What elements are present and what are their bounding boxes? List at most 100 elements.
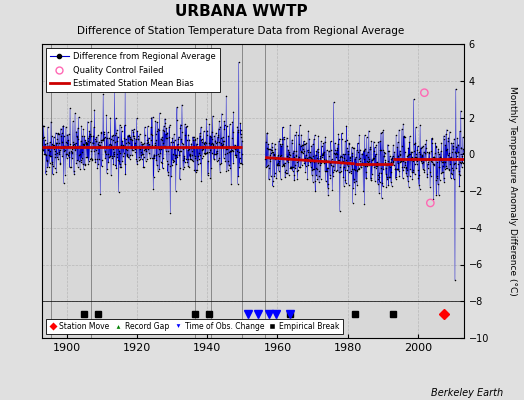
Point (390, 156, 399, 162)
Point (411, 160, 419, 167)
Point (164, 172, 172, 178)
Point (397, 158, 406, 165)
Point (214, 125, 223, 132)
Point (444, 166, 453, 173)
Point (115, 158, 123, 164)
Point (417, 158, 425, 164)
Point (333, 167, 342, 173)
Point (423, 156, 431, 162)
Point (160, 142, 168, 149)
Point (272, 154, 281, 160)
Point (121, 161, 129, 168)
Point (124, 132, 133, 138)
Point (188, 152, 196, 158)
Point (279, 136, 288, 142)
Point (261, 138, 270, 145)
Point (222, 167, 231, 174)
Point (398, 175, 407, 182)
Point (146, 143, 154, 149)
Point (425, 150, 434, 156)
Point (46, 160, 54, 166)
Point (409, 96, 418, 102)
Point (299, 141, 308, 147)
Point (99, 137, 107, 143)
Point (208, 140, 216, 146)
Point (270, 172, 278, 179)
Point (298, 149, 306, 155)
Point (123, 152, 132, 158)
Point (324, 180, 333, 187)
Point (263, 130, 271, 136)
Point (428, 135, 436, 142)
Point (94, 142, 103, 148)
Point (43, 164, 52, 170)
Point (330, 167, 339, 173)
Point (156, 144, 164, 150)
Point (176, 176, 184, 182)
Point (393, 144, 401, 150)
Point (329, 168, 337, 175)
Point (94, 161, 103, 168)
Point (388, 154, 396, 161)
Point (223, 146, 231, 153)
Point (229, 159, 237, 166)
Point (183, 156, 192, 162)
Point (299, 146, 307, 152)
Point (302, 140, 311, 146)
Point (426, 200, 434, 206)
Point (335, 136, 343, 142)
Point (230, 143, 238, 150)
Point (353, 168, 361, 174)
Point (140, 140, 149, 146)
Point (187, 156, 195, 162)
Point (124, 139, 132, 146)
Point (169, 151, 177, 158)
Point (116, 164, 124, 170)
Point (122, 136, 130, 142)
Point (118, 138, 127, 144)
Point (44, 143, 52, 150)
Point (209, 142, 217, 148)
Point (96, 190, 104, 197)
Point (424, 149, 433, 155)
Point (389, 142, 397, 148)
Point (61, 172, 69, 178)
Point (374, 172, 383, 179)
Point (293, 168, 301, 174)
Point (279, 160, 287, 167)
Point (172, 160, 181, 167)
Point (370, 147, 378, 154)
Point (281, 174, 289, 181)
Point (102, 151, 110, 157)
Point (138, 141, 146, 147)
Point (406, 133, 414, 140)
Point (303, 156, 311, 163)
Point (211, 151, 219, 157)
Point (193, 156, 201, 163)
Point (48, 161, 57, 167)
Point (79, 161, 87, 168)
Point (364, 154, 372, 160)
Point (320, 138, 329, 145)
Point (103, 135, 111, 141)
Point (435, 164, 443, 170)
Point (50, 142, 58, 148)
Point (454, 168, 463, 174)
Point (118, 144, 126, 150)
Point (303, 176, 311, 182)
Point (180, 159, 189, 165)
Point (225, 162, 233, 168)
Point (378, 129, 386, 136)
Point (309, 141, 317, 148)
Point (207, 134, 215, 140)
Point (440, 175, 448, 182)
Point (75, 151, 84, 158)
Point (111, 132, 119, 138)
Point (208, 135, 216, 142)
Point (66, 150, 74, 156)
Point (91, 159, 100, 165)
Point (38, 146, 47, 152)
Point (339, 151, 347, 158)
Point (161, 116, 169, 122)
Point (76, 166, 84, 172)
